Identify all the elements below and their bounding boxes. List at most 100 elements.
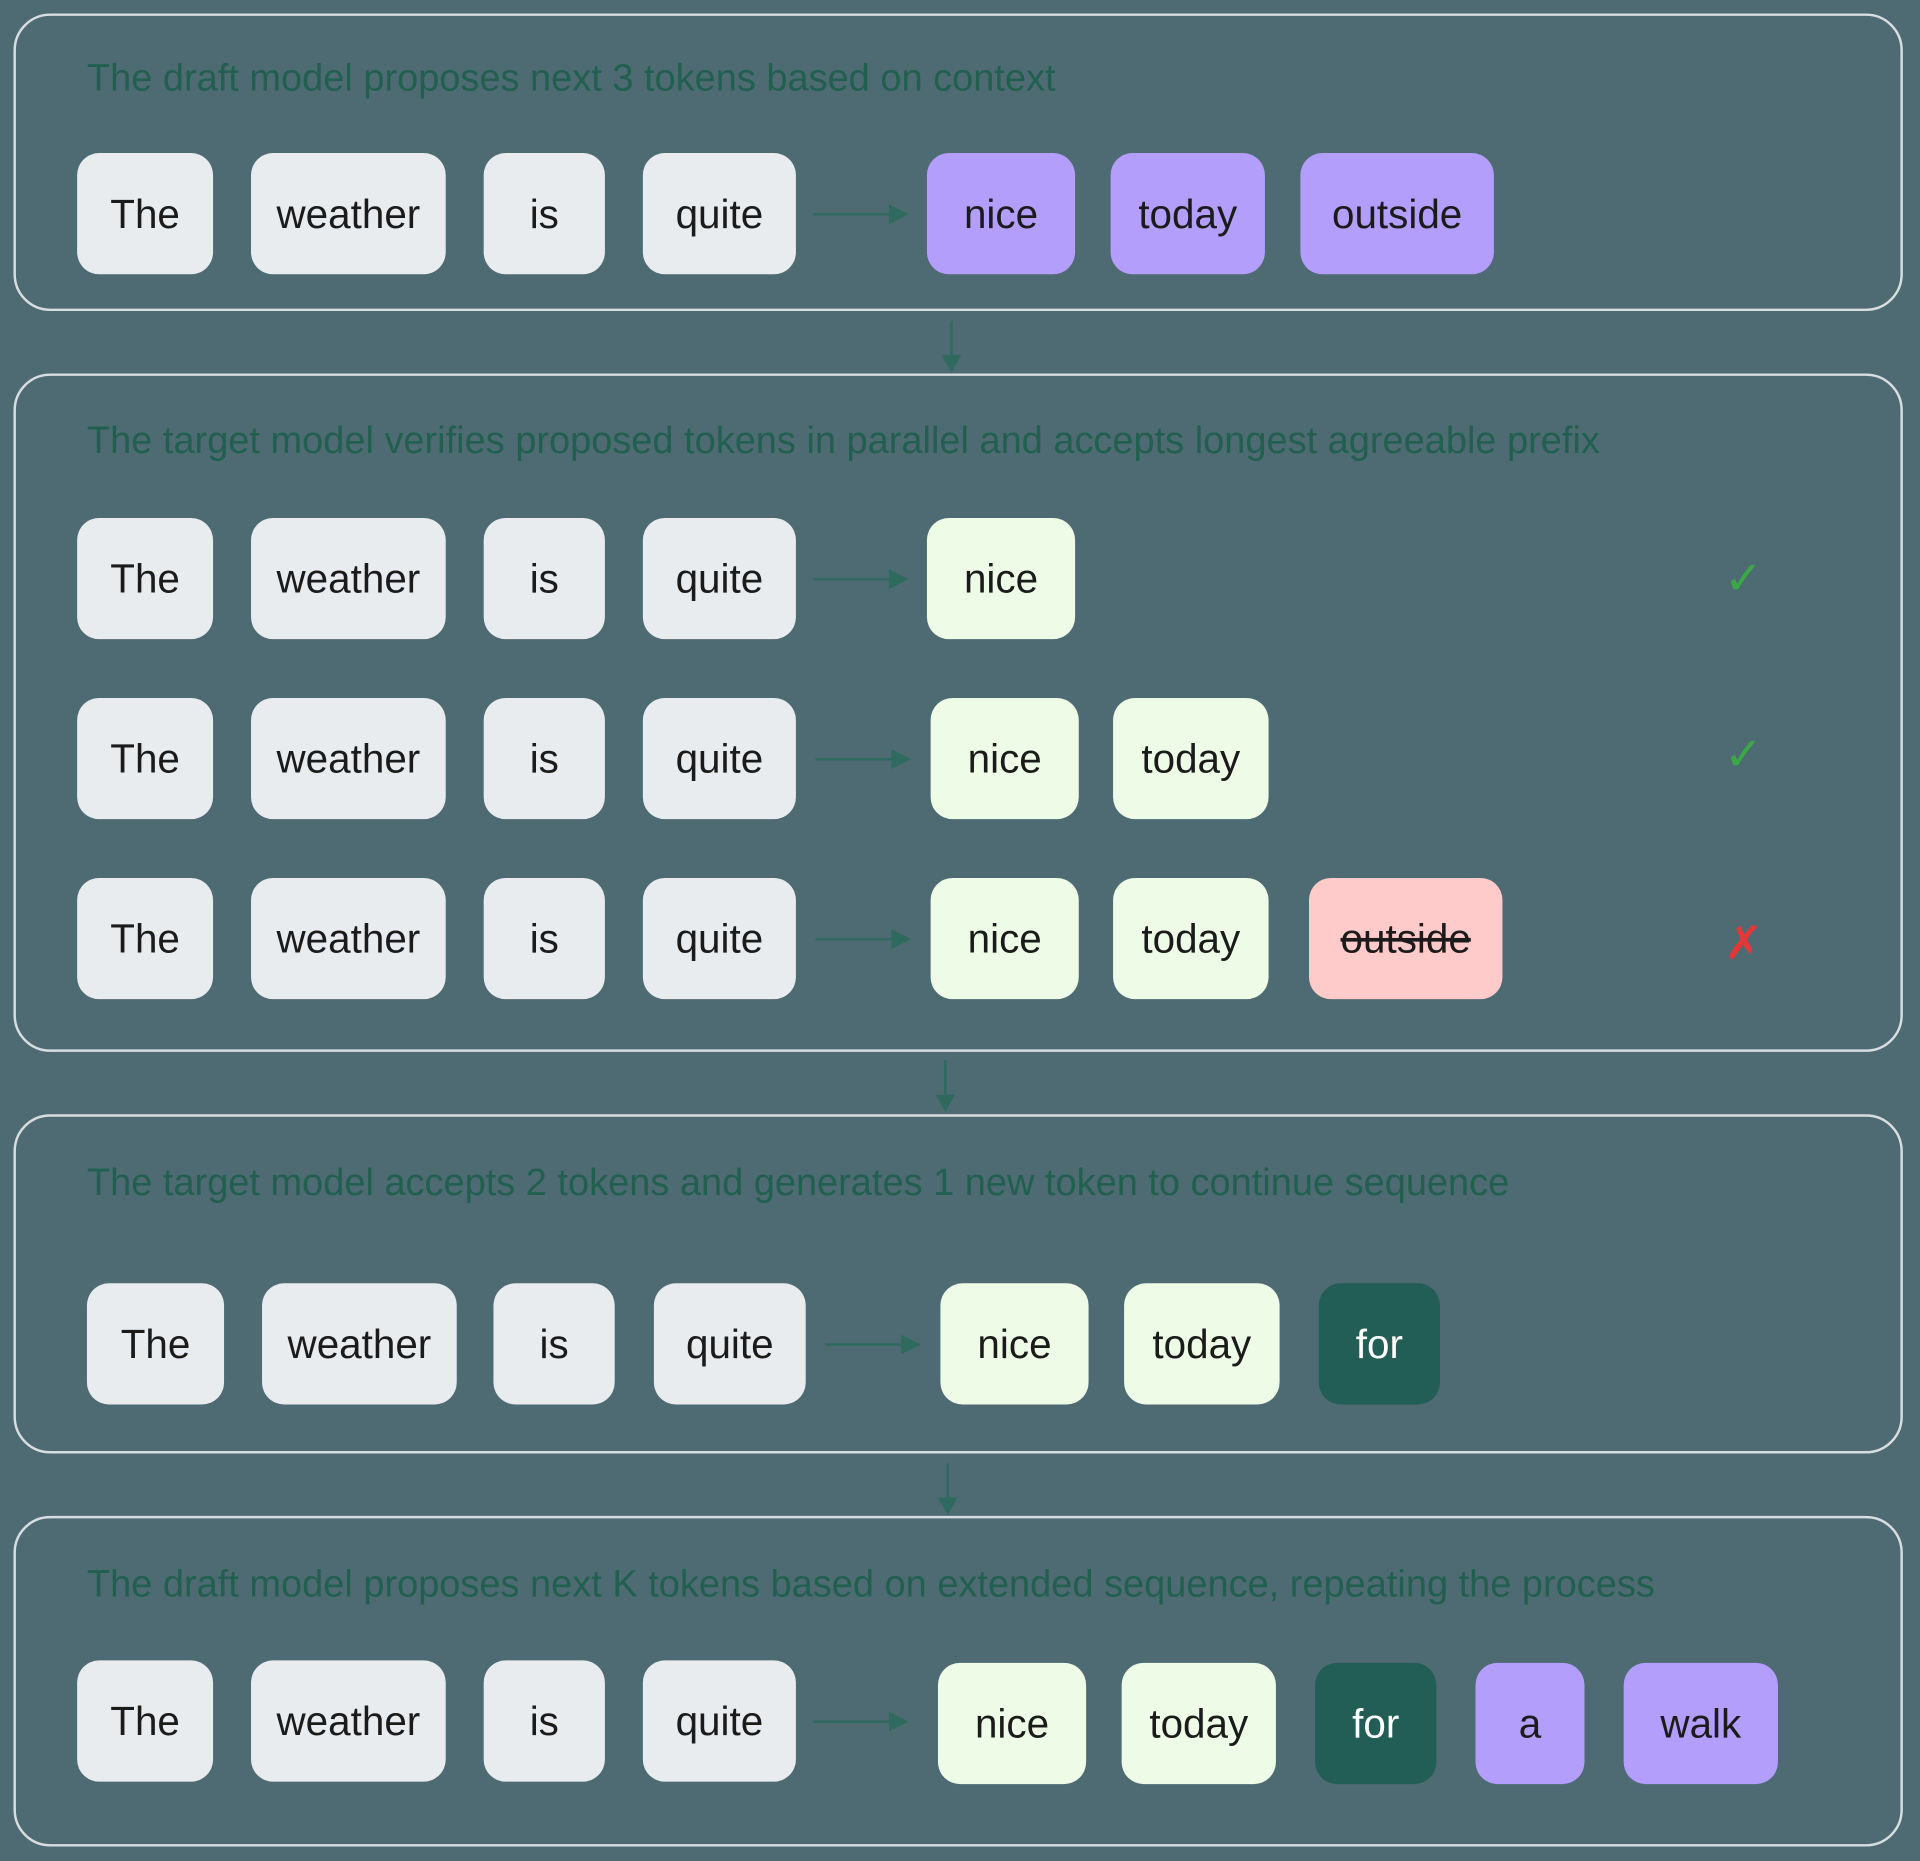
arrow-right-icon: [815, 929, 912, 949]
token-draft: today: [1110, 153, 1265, 275]
token-text: nice: [967, 915, 1042, 961]
token-draft: outside: [1300, 153, 1494, 275]
token-text: weather: [276, 735, 421, 781]
token-text: is: [529, 915, 559, 961]
arrow-right-icon: [813, 204, 909, 225]
token-text: today: [1138, 190, 1238, 236]
token-text: nice: [974, 1700, 1050, 1746]
token-context: weather: [251, 153, 446, 275]
token-text: weather: [276, 190, 421, 236]
token-context: quite: [642, 153, 796, 275]
panel-title: The target model verifies proposed token…: [86, 418, 1600, 462]
token-text: nice: [967, 735, 1042, 781]
token-accepted: today: [1113, 697, 1269, 820]
token-rejected: outside: [1308, 877, 1503, 1000]
token-text: is: [539, 1320, 569, 1366]
token-context: The: [77, 697, 214, 820]
panel-title: The draft model proposes next 3 tokens b…: [86, 56, 1056, 100]
token-text: quite: [675, 1697, 764, 1744]
token-text: quite: [675, 555, 764, 601]
token-text: The: [120, 1320, 191, 1366]
check-icon: ✓: [1724, 553, 1764, 605]
token-context: weather: [251, 877, 446, 1000]
token-context: weather: [262, 1283, 457, 1405]
arrow-right-icon: [815, 749, 912, 769]
token-context: is: [483, 697, 605, 820]
arrow-right-icon: [813, 569, 909, 589]
arrow-down-icon: [935, 1060, 956, 1112]
token-text: walk: [1660, 1700, 1742, 1746]
cross-icon: ✗: [1724, 918, 1764, 970]
token-text: The: [110, 1697, 180, 1744]
token-text: The: [110, 555, 180, 601]
token-context: quite: [642, 517, 796, 640]
panel-title: The target model accepts 2 tokens and ge…: [86, 1160, 1510, 1204]
token-generated: for: [1315, 1662, 1437, 1785]
token-draft: a: [1475, 1662, 1585, 1785]
token-context: weather: [251, 697, 446, 820]
token-context: weather: [251, 517, 446, 640]
token-context: quite: [642, 697, 796, 820]
arrow-down-icon: [937, 1463, 958, 1515]
token-text: for: [1355, 1320, 1403, 1366]
token-accepted: today: [1113, 877, 1269, 1000]
token-context: quite: [642, 1660, 796, 1782]
token-text: is: [529, 735, 559, 781]
token-text: nice: [963, 190, 1039, 236]
token-context: is: [483, 877, 605, 1000]
token-context: The: [86, 1283, 225, 1405]
token-text: today: [1149, 1700, 1249, 1746]
token-text: weather: [276, 555, 421, 601]
token-text: weather: [276, 915, 421, 961]
token-draft: nice: [926, 153, 1076, 275]
token-accepted: today: [1121, 1662, 1276, 1785]
token-text: quite: [675, 915, 764, 961]
token-text: The: [110, 735, 180, 781]
token-text: outside: [1331, 190, 1463, 236]
panel-step-3: The target model accepts 2 tokens and ge…: [13, 1114, 1903, 1454]
panel-title: The draft model proposes next K tokens b…: [86, 1562, 1655, 1606]
token-accepted: nice: [940, 1283, 1089, 1405]
token-accepted: nice: [930, 697, 1079, 820]
panel-step-1: The draft model proposes next 3 tokens b…: [13, 13, 1903, 312]
token-context: quite: [642, 877, 796, 1000]
token-text: The: [110, 190, 180, 236]
check-icon: ✓: [1724, 729, 1764, 782]
token-text: is: [529, 190, 559, 236]
token-context: The: [77, 153, 214, 275]
token-accepted: nice: [926, 517, 1076, 640]
token-text: is: [529, 1697, 559, 1744]
token-context: is: [483, 153, 605, 275]
token-context: is: [483, 1660, 605, 1782]
token-text: is: [529, 555, 559, 601]
arrow-right-icon: [825, 1334, 921, 1355]
panel-step-2: The target model verifies proposed token…: [13, 373, 1903, 1052]
token-text: for: [1352, 1700, 1400, 1746]
token-accepted: nice: [937, 1662, 1087, 1785]
token-text: weather: [276, 1697, 421, 1744]
token-context: The: [77, 517, 214, 640]
token-context: quite: [653, 1283, 806, 1405]
token-text: quite: [685, 1320, 774, 1366]
token-draft: walk: [1623, 1662, 1778, 1785]
arrow-down-icon: [941, 320, 962, 373]
token-generated: for: [1318, 1283, 1441, 1405]
panel-step-4: The draft model proposes next K tokens b…: [13, 1515, 1903, 1847]
token-accepted: today: [1124, 1283, 1280, 1405]
token-text: The: [110, 915, 180, 961]
token-text: today: [1152, 1320, 1252, 1366]
token-text: quite: [675, 190, 764, 236]
token-context: The: [77, 877, 214, 1000]
token-text: today: [1141, 735, 1241, 781]
token-context: is: [483, 517, 605, 640]
token-text: nice: [963, 555, 1039, 601]
token-text: nice: [977, 1320, 1052, 1366]
token-context: The: [77, 1660, 214, 1782]
token-context: is: [493, 1283, 615, 1405]
token-text: quite: [675, 735, 764, 781]
arrow-right-icon: [813, 1711, 909, 1732]
token-text: a: [1518, 1700, 1542, 1746]
token-text: outside: [1340, 915, 1471, 961]
token-text: today: [1141, 915, 1241, 961]
